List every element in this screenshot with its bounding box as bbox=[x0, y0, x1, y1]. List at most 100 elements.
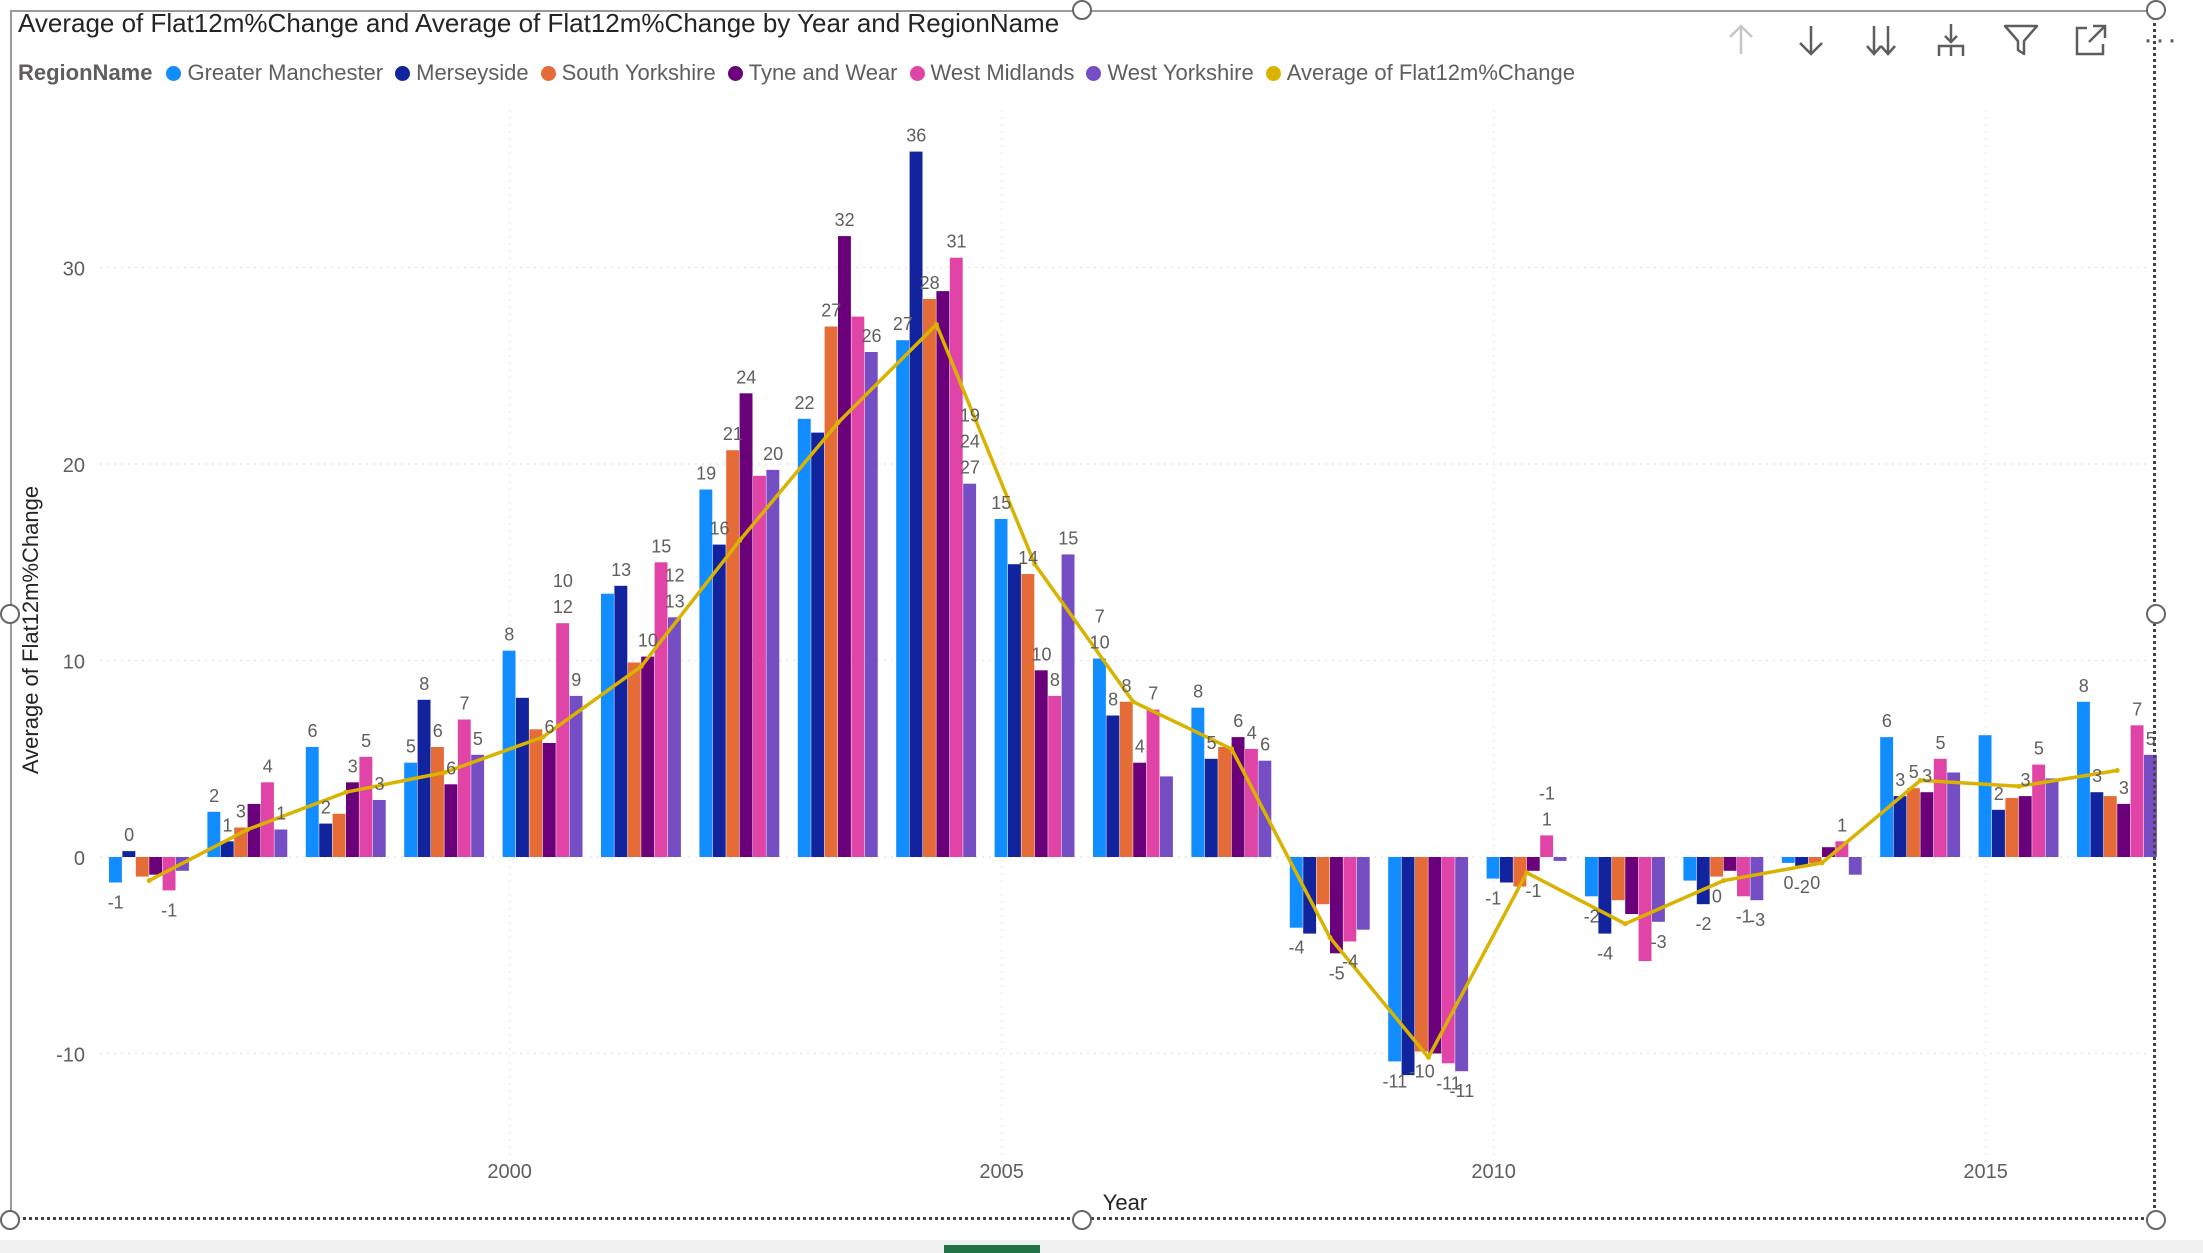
bar-west-midlands[interactable] bbox=[457, 719, 471, 858]
bar-west-midlands[interactable] bbox=[556, 623, 570, 857]
bar-merseyside[interactable] bbox=[1893, 796, 1907, 857]
resize-handle-right[interactable] bbox=[2146, 604, 2166, 624]
bar-west-midlands[interactable] bbox=[1048, 695, 1062, 857]
bar-west-yorkshire[interactable] bbox=[1848, 857, 1862, 875]
bar-tyne-and-wear[interactable] bbox=[542, 743, 556, 857]
bar-merseyside[interactable] bbox=[319, 823, 333, 857]
bar-west-yorkshire[interactable] bbox=[1061, 554, 1075, 857]
legend-item-average-of-flat12m-change[interactable]: Average of Flat12m%Change bbox=[1265, 60, 1575, 86]
bar-tyne-and-wear[interactable] bbox=[1428, 857, 1442, 1054]
line-point-average[interactable] bbox=[835, 420, 841, 426]
bar-west-yorkshire[interactable] bbox=[1160, 776, 1173, 857]
line-point-average[interactable] bbox=[1721, 878, 1727, 884]
bar-tyne-and-wear[interactable] bbox=[1330, 857, 1343, 954]
line-point-average[interactable] bbox=[2016, 783, 2022, 789]
bar-south-yorkshire[interactable] bbox=[627, 662, 641, 858]
bar-tyne-and-wear[interactable] bbox=[1526, 857, 1540, 871]
resize-handle-top-right[interactable] bbox=[2146, 0, 2166, 20]
bar-west-yorkshire[interactable] bbox=[668, 617, 681, 857]
bar-merseyside[interactable] bbox=[1992, 809, 2005, 857]
bar-greater-manchester[interactable] bbox=[1191, 707, 1205, 857]
legend-item-merseyside[interactable]: Merseyside bbox=[395, 60, 529, 86]
bar-south-yorkshire[interactable] bbox=[726, 450, 740, 857]
bar-south-yorkshire[interactable] bbox=[135, 857, 149, 877]
line-point-average[interactable] bbox=[1327, 935, 1333, 941]
bar-south-yorkshire[interactable] bbox=[431, 747, 444, 857]
bar-greater-manchester[interactable] bbox=[1486, 857, 1500, 879]
bar-south-yorkshire[interactable] bbox=[1218, 747, 1232, 857]
bar-tyne-and-wear[interactable] bbox=[1920, 792, 1934, 857]
line-point-average[interactable] bbox=[1032, 561, 1038, 567]
bar-west-yorkshire[interactable] bbox=[864, 352, 878, 857]
bar-west-yorkshire[interactable] bbox=[274, 829, 288, 858]
bar-west-yorkshire[interactable] bbox=[2045, 778, 2059, 857]
bar-tyne-and-wear[interactable] bbox=[936, 291, 950, 858]
bar-west-midlands[interactable] bbox=[1441, 857, 1455, 1064]
bar-south-yorkshire[interactable] bbox=[1907, 788, 1920, 857]
bar-west-yorkshire[interactable] bbox=[1258, 760, 1272, 857]
bar-west-yorkshire[interactable] bbox=[1947, 772, 1961, 858]
bar-tyne-and-wear[interactable] bbox=[1822, 847, 1835, 857]
bar-west-midlands[interactable] bbox=[1146, 709, 1160, 857]
bar-west-midlands[interactable] bbox=[1933, 758, 1947, 858]
bar-tyne-and-wear[interactable] bbox=[1034, 670, 1048, 857]
bar-south-yorkshire[interactable] bbox=[923, 298, 936, 857]
bar-merseyside[interactable] bbox=[417, 699, 431, 857]
bar-west-midlands[interactable] bbox=[162, 857, 176, 891]
bar-south-yorkshire[interactable] bbox=[824, 326, 838, 858]
line-point-average[interactable] bbox=[1524, 870, 1530, 876]
legend-item-west-midlands[interactable]: West Midlands bbox=[909, 60, 1074, 86]
bar-south-yorkshire[interactable] bbox=[529, 729, 543, 857]
bar-south-yorkshire[interactable] bbox=[1316, 857, 1330, 905]
active-sheet-tab[interactable] bbox=[944, 1245, 1040, 1253]
bar-greater-manchester[interactable] bbox=[502, 650, 516, 857]
bar-merseyside[interactable] bbox=[1008, 564, 1021, 857]
bar-tyne-and-wear[interactable] bbox=[838, 236, 851, 858]
bar-merseyside[interactable] bbox=[1204, 758, 1218, 858]
line-point-average[interactable] bbox=[933, 322, 939, 327]
bar-merseyside[interactable] bbox=[909, 151, 923, 858]
bar-south-yorkshire[interactable] bbox=[1611, 857, 1625, 901]
bar-merseyside[interactable] bbox=[811, 432, 825, 857]
bar-west-yorkshire[interactable] bbox=[372, 800, 386, 857]
bar-tyne-and-wear[interactable] bbox=[2018, 796, 2032, 857]
bar-merseyside[interactable] bbox=[1106, 715, 1120, 858]
bar-tyne-and-wear[interactable] bbox=[2117, 803, 2131, 857]
line-point-average[interactable] bbox=[540, 734, 546, 740]
bar-west-midlands[interactable] bbox=[949, 257, 963, 857]
bar-south-yorkshire[interactable] bbox=[2103, 796, 2117, 857]
bar-merseyside[interactable] bbox=[1696, 857, 1710, 905]
resize-handle-bottom-right[interactable] bbox=[2146, 1210, 2166, 1230]
bar-merseyside[interactable] bbox=[1500, 857, 1513, 883]
line-point-average[interactable] bbox=[1130, 699, 1136, 705]
bar-west-midlands[interactable] bbox=[1638, 857, 1652, 962]
line-point-average[interactable] bbox=[1917, 777, 1923, 783]
bar-greater-manchester[interactable] bbox=[1289, 857, 1303, 928]
bar-greater-manchester[interactable] bbox=[1880, 737, 1894, 857]
bar-west-yorkshire[interactable] bbox=[766, 469, 780, 857]
bar-south-yorkshire[interactable] bbox=[1415, 857, 1428, 1052]
bar-tyne-and-wear[interactable] bbox=[149, 857, 163, 875]
bar-greater-manchester[interactable] bbox=[2077, 701, 2090, 857]
line-point-average[interactable] bbox=[441, 770, 447, 775]
line-point-average[interactable] bbox=[1425, 1054, 1431, 1060]
bar-south-yorkshire[interactable] bbox=[1710, 857, 1724, 877]
bar-greater-manchester[interactable] bbox=[109, 857, 122, 883]
bar-merseyside[interactable] bbox=[1401, 857, 1415, 1076]
line-average-flat12m-change[interactable] bbox=[148, 322, 2118, 1060]
bar-west-midlands[interactable] bbox=[1245, 748, 1258, 857]
line-point-average[interactable] bbox=[2114, 768, 2120, 773]
bar-greater-manchester[interactable] bbox=[1388, 857, 1402, 1062]
line-point-average[interactable] bbox=[1819, 860, 1825, 866]
bar-merseyside[interactable] bbox=[712, 544, 726, 857]
legend-item-tyne-and-wear[interactable]: Tyne and Wear bbox=[727, 60, 898, 86]
bar-tyne-and-wear[interactable] bbox=[444, 784, 458, 857]
bar-tyne-and-wear[interactable] bbox=[641, 656, 655, 857]
bar-greater-manchester[interactable] bbox=[404, 762, 418, 857]
bar-merseyside[interactable] bbox=[122, 851, 136, 857]
bar-greater-manchester[interactable] bbox=[797, 418, 811, 857]
bar-west-yorkshire[interactable] bbox=[569, 695, 583, 857]
bar-greater-manchester[interactable] bbox=[1781, 857, 1795, 863]
bar-greater-manchester[interactable] bbox=[1978, 735, 1992, 857]
